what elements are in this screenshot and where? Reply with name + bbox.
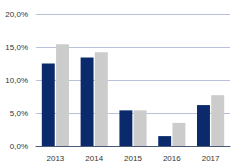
svg-text:5,0%: 5,0%	[10, 109, 28, 118]
svg-text:15,0%: 15,0%	[5, 43, 28, 52]
svg-text:20,0%: 20,0%	[5, 10, 28, 19]
svg-text:2017: 2017	[202, 154, 220, 163]
svg-text:2015: 2015	[124, 154, 142, 163]
svg-text:2014: 2014	[85, 154, 103, 163]
svg-text:0,0%: 0,0%	[10, 142, 28, 151]
svg-text:10,0%: 10,0%	[5, 76, 28, 85]
svg-text:2013: 2013	[47, 154, 65, 163]
svg-text:2016: 2016	[163, 154, 181, 163]
